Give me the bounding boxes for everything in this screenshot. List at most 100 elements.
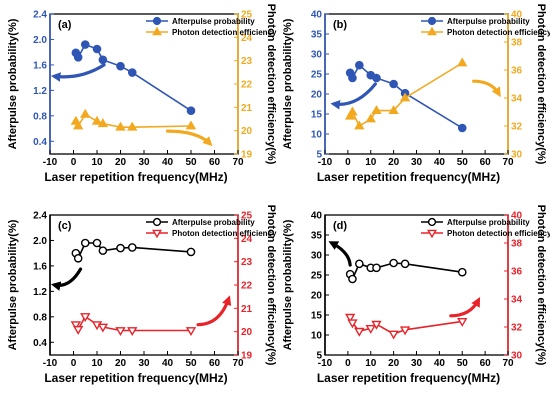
- x-tick-label: -10: [318, 358, 333, 369]
- x-tick-label: 70: [502, 157, 514, 168]
- data-point: [457, 57, 468, 67]
- data-point: [457, 318, 468, 327]
- x-axis-label: Laser repetition frequency(MHz): [44, 371, 227, 385]
- right-tick-label: 23: [241, 56, 253, 67]
- x-tick-label: 50: [457, 157, 469, 168]
- legend-entry: Photon detection efficiency: [172, 28, 277, 37]
- series-line-0: [75, 43, 192, 112]
- left-tick-label: 25: [311, 271, 323, 282]
- annotation-arrow: [330, 82, 377, 110]
- x-tick-label: -10: [43, 358, 58, 369]
- right-tick-label: 23: [241, 257, 253, 268]
- right-tick-label: 24: [241, 234, 253, 245]
- legend-entry: Afterpulse probability: [172, 17, 255, 26]
- legend-marker: [152, 26, 162, 36]
- x-axis-label: Laser repetition frequency(MHz): [317, 371, 500, 385]
- left-tick-label: 5: [316, 351, 322, 362]
- left-tick-label: 20: [311, 291, 323, 302]
- right-tick-label: 36: [511, 267, 523, 278]
- right-axis-label: Photon detection efficiency(%): [265, 4, 277, 165]
- legend-marker: [152, 16, 162, 26]
- right-tick-label: 24: [241, 33, 253, 44]
- left-tick-label: 40: [311, 10, 323, 21]
- data-point: [127, 243, 137, 252]
- right-tick-label: 34: [511, 94, 523, 105]
- x-tick-label: 60: [480, 358, 492, 369]
- right-tick-label: 38: [511, 239, 523, 250]
- left-tick-label: 0.4: [33, 137, 47, 148]
- left-tick-label: 40: [311, 211, 323, 222]
- data-point: [371, 320, 382, 330]
- left-tick-label: 10: [311, 130, 323, 141]
- left-axis-label: Afterpulse probability(%): [282, 18, 294, 149]
- left-tick-label: 35: [311, 30, 323, 41]
- right-tick-label: 30: [511, 150, 523, 161]
- data-point: [354, 120, 365, 130]
- data-point: [115, 121, 126, 131]
- left-tick-label: 2.0: [33, 236, 47, 247]
- right-tick-label: 32: [511, 122, 523, 133]
- right-axis-label: Photon detection efficiency(%): [535, 4, 547, 165]
- x-axis-label: Laser repetition frequency(MHz): [44, 170, 227, 184]
- annotation-arrow: [328, 241, 352, 267]
- annotation-arrow: [196, 295, 232, 327]
- data-point: [344, 110, 356, 120]
- right-tick-label: 36: [511, 66, 523, 77]
- data-point: [354, 327, 365, 337]
- right-tick-label: 21: [241, 304, 253, 315]
- legend-entry: Afterpulse probability: [447, 218, 530, 227]
- legend-marker: [427, 217, 437, 227]
- x-tick-label: -10: [43, 157, 58, 168]
- right-tick-label: 22: [241, 80, 253, 91]
- right-tick-label: 19: [241, 150, 253, 161]
- x-tick-label: 40: [434, 358, 446, 369]
- legend-marker: [152, 217, 162, 227]
- x-tick-label: 40: [162, 358, 174, 369]
- data-point: [116, 61, 125, 71]
- left-tick-label: 15: [311, 311, 323, 322]
- panel-3: -10 0 10 20 30 40 50 60 70 5 10 15 20 25 30 35 40 30 32 34 3…: [282, 205, 550, 385]
- data-point: [92, 238, 102, 248]
- data-point: [80, 313, 91, 323]
- data-point: [388, 330, 399, 340]
- data-point: [389, 258, 398, 268]
- legend-entry: Photon detection efficiency: [447, 229, 550, 238]
- data-point: [73, 253, 83, 263]
- right-tick-label: 20: [241, 327, 253, 338]
- data-point: [70, 321, 82, 331]
- left-axis-label: Afterpulse probability(%): [282, 219, 294, 350]
- data-point: [365, 113, 376, 123]
- left-tick-label: 25: [311, 70, 323, 81]
- data-point: [186, 106, 196, 116]
- legend-entry: Photon detection efficiency: [172, 229, 277, 238]
- right-axis-label: Photon detection efficiency(%): [535, 205, 547, 366]
- legend-entry: Afterpulse probability: [447, 17, 530, 26]
- legend-marker: [427, 229, 437, 239]
- data-point: [372, 73, 381, 83]
- right-tick-label: 25: [241, 10, 253, 21]
- data-point: [127, 121, 138, 131]
- left-tick-label: 2.4: [33, 211, 47, 222]
- x-tick-label: 0: [71, 358, 77, 369]
- data-point: [400, 259, 410, 269]
- x-tick-label: 10: [365, 157, 377, 168]
- x-tick-label: 40: [162, 157, 174, 168]
- data-point: [73, 120, 84, 130]
- left-tick-label: 1.6: [33, 261, 47, 272]
- x-tick-label: 0: [345, 157, 351, 168]
- legend-marker: [427, 26, 437, 36]
- x-tick-label: 10: [365, 358, 377, 369]
- left-tick-label: 2.0: [33, 35, 47, 46]
- left-tick-label: 1.2: [33, 86, 47, 97]
- left-tick-label: 20: [311, 90, 323, 101]
- x-axis-label: Laser repetition frequency(MHz): [317, 170, 500, 184]
- data-point: [116, 243, 125, 253]
- data-point: [91, 115, 103, 125]
- data-point: [92, 44, 102, 54]
- panel-label: (c): [58, 220, 72, 232]
- right-tick-label: 25: [241, 211, 253, 222]
- x-tick-label: 10: [91, 358, 103, 369]
- data-point: [97, 118, 109, 128]
- right-tick-label: 30: [511, 351, 523, 362]
- right-tick-label: 32: [511, 323, 523, 334]
